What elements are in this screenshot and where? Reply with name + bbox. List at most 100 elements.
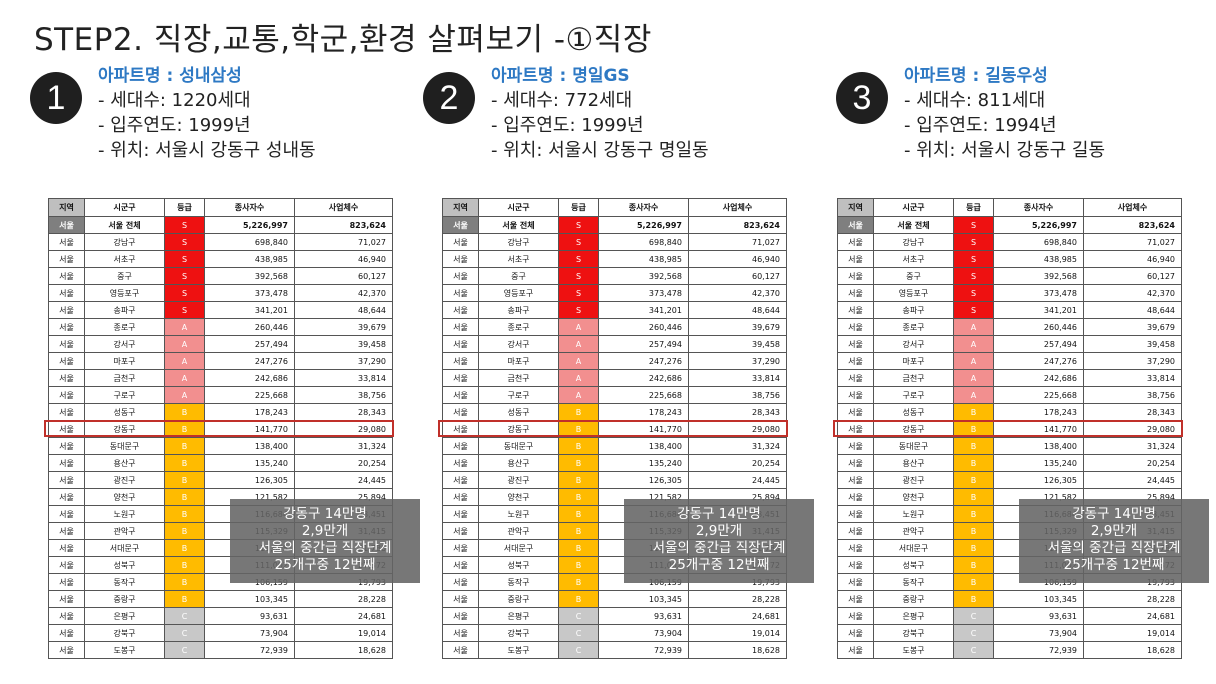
table-row: 서울 강북구 C 73,904 19,014 — [837, 624, 1182, 642]
region-cell: 서울 — [837, 607, 874, 625]
table-row: 서울 금천구 A 242,686 33,814 — [442, 369, 787, 387]
apartment-info: 아파트명 : 성내삼성 - 세대수: 1220세대 - 입주연도: 1999년 … — [98, 64, 316, 163]
table-row: 서울 중구 S 392,568 60,127 — [837, 267, 1182, 285]
businesses-cell: 28,228 — [1083, 590, 1182, 608]
businesses-cell: 37,290 — [688, 352, 787, 370]
employees-cell: 72,939 — [204, 641, 295, 659]
district-cell: 종로구 — [84, 318, 165, 336]
district-cell: 도봉구 — [873, 641, 954, 659]
table-row: 서울 구로구 A 225,668 38,756 — [837, 386, 1182, 404]
grade-cell: B — [164, 522, 205, 540]
district-cell: 성북구 — [478, 556, 559, 574]
table-row: 서울 금천구 A 242,686 33,814 — [48, 369, 393, 387]
region-cell: 서울 — [48, 403, 85, 421]
district-cell: 서대문구 — [84, 539, 165, 557]
apartment-name: 아파트명 : 성내삼성 — [98, 66, 242, 86]
district-cell: 송파구 — [873, 301, 954, 319]
grade-cell: C — [953, 624, 994, 642]
grade-cell: C — [164, 607, 205, 625]
region-cell: 서울 — [837, 301, 874, 319]
district-cell: 중구 — [873, 267, 954, 285]
district-cell: 강남구 — [478, 233, 559, 251]
businesses-cell: 24,681 — [1083, 607, 1182, 625]
region-cell: 서울 — [48, 505, 85, 523]
district-cell: 강남구 — [873, 233, 954, 251]
district-cell: 성북구 — [84, 556, 165, 574]
region-cell: 서울 — [48, 556, 85, 574]
employees-cell: 72,939 — [598, 641, 689, 659]
grade-cell: A — [164, 352, 205, 370]
district-cell: 송파구 — [84, 301, 165, 319]
grade-cell: B — [164, 539, 205, 557]
district-cell: 성동구 — [873, 403, 954, 421]
grade-header: 등급 — [953, 198, 994, 217]
grade-cell: B — [558, 590, 599, 608]
region-cell: 서울 — [837, 573, 874, 591]
grade-cell: C — [558, 641, 599, 659]
employees-cell: 178,243 — [993, 403, 1084, 421]
businesses-cell: 20,254 — [1083, 454, 1182, 472]
district-cell: 노원구 — [84, 505, 165, 523]
table-row: 서울 동대문구 B 138,400 31,324 — [837, 437, 1182, 455]
grade-cell: B — [558, 437, 599, 455]
businesses-cell: 28,343 — [688, 403, 787, 421]
businesses-cell: 37,290 — [294, 352, 393, 370]
region-cell: 서울 — [48, 624, 85, 642]
region-cell: 서울 — [48, 471, 85, 489]
region-cell: 서울 — [442, 590, 479, 608]
district-cell: 중랑구 — [873, 590, 954, 608]
callout-line1: 강동구 14만명 — [283, 506, 367, 522]
businesses-cell: 60,127 — [1083, 267, 1182, 285]
region-cell: 서울 — [837, 624, 874, 642]
businesses-cell: 20,254 — [294, 454, 393, 472]
workplace-table-panel-2: 지역 시군구 등급 종사자수 사업체수 서울 서울 전체 S 5,226,997 823,624 서… — [438, 198, 814, 659]
region-cell: 서울 — [442, 505, 479, 523]
employees-cell: 5,226,997 — [204, 216, 295, 234]
employees-cell: 138,400 — [598, 437, 689, 455]
businesses-cell: 24,681 — [294, 607, 393, 625]
employees-cell: 257,494 — [204, 335, 295, 353]
table-row: 서울 영등포구 S 373,478 42,370 — [837, 284, 1182, 302]
workplace-ranking-table: 지역 시군구 등급 종사자수 사업체수 서울 서울 전체 S 5,226,997 823,624 서… — [48, 198, 393, 659]
businesses-cell: 33,814 — [1083, 369, 1182, 387]
businesses-cell: 42,370 — [1083, 284, 1182, 302]
region-cell: 서울 — [837, 369, 874, 387]
gangdong-highlight-box — [833, 420, 1183, 437]
employees-cell: 5,226,997 — [598, 216, 689, 234]
grade-cell: B — [558, 522, 599, 540]
households-text: - 세대수: 811세대 — [904, 90, 1046, 111]
employees-cell: 126,305 — [204, 471, 295, 489]
grade-cell: B — [558, 505, 599, 523]
employees-cell: 178,243 — [204, 403, 295, 421]
district-cell: 영등포구 — [873, 284, 954, 302]
grade-cell: A — [558, 369, 599, 387]
grade-cell: B — [558, 488, 599, 506]
district-cell: 송파구 — [478, 301, 559, 319]
region-cell: 서울 — [48, 233, 85, 251]
grade-cell: A — [953, 335, 994, 353]
employees-cell: 698,840 — [993, 233, 1084, 251]
region-cell: 서울 — [442, 301, 479, 319]
apartment-name: 아파트명 : 명일GS — [491, 66, 630, 86]
district-cell: 중구 — [478, 267, 559, 285]
businesses-cell: 31,324 — [1083, 437, 1182, 455]
table-row: 서울 서초구 S 438,985 46,940 — [837, 250, 1182, 268]
table-row: 서울 송파구 S 341,201 48,644 — [837, 301, 1182, 319]
district-header: 시군구 — [478, 198, 559, 217]
page-title: STEP2. 직장,교통,학군,환경 살펴보기 -①직장 — [34, 22, 652, 58]
region-cell: 서울 — [837, 522, 874, 540]
businesses-cell: 48,644 — [688, 301, 787, 319]
region-cell: 서울 — [837, 216, 874, 234]
grade-cell: B — [953, 505, 994, 523]
district-header: 시군구 — [873, 198, 954, 217]
employees-cell: 373,478 — [598, 284, 689, 302]
district-cell: 서초구 — [478, 250, 559, 268]
region-cell: 서울 — [837, 556, 874, 574]
region-cell: 서울 — [442, 267, 479, 285]
region-cell: 서울 — [48, 641, 85, 659]
employees-cell: 438,985 — [993, 250, 1084, 268]
businesses-cell: 31,324 — [688, 437, 787, 455]
table-row: 서울 구로구 A 225,668 38,756 — [48, 386, 393, 404]
location-text: - 위치: 서울시 강동구 길동 — [904, 140, 1106, 161]
table-row: 서울 성동구 B 178,243 28,343 — [837, 403, 1182, 421]
